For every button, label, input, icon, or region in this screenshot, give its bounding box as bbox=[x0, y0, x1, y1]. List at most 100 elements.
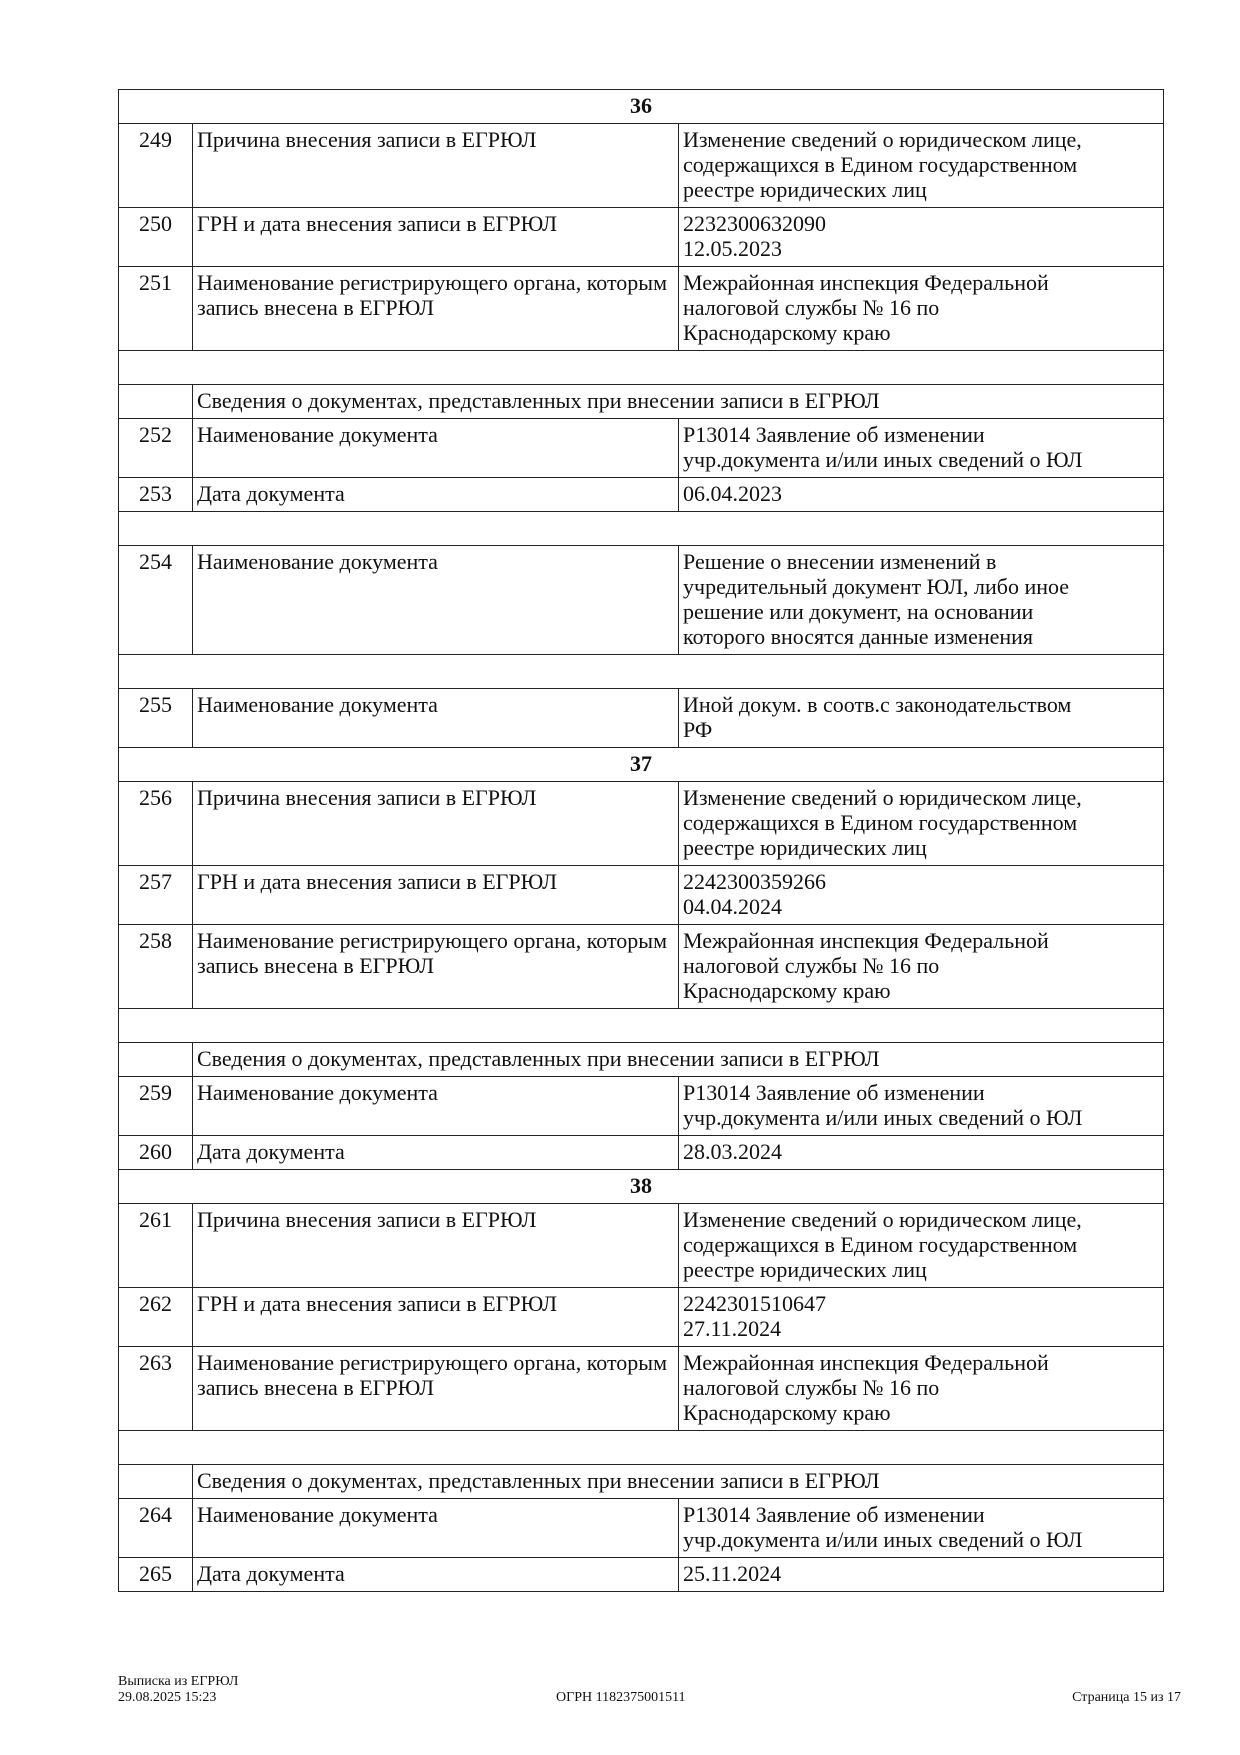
table-row: 249 Причина внесения записи в ЕГРЮЛ Измене… bbox=[118, 123, 1165, 208]
field-value-line: Изменение сведений о юридическом лице, bbox=[683, 1207, 1082, 1232]
row-number: 265 bbox=[118, 1557, 193, 1592]
row-number: 256 bbox=[118, 781, 193, 866]
table-row: 256 Причина внесения записи в ЕГРЮЛ Измене… bbox=[118, 781, 1165, 866]
field-label: Наименование регистрирующего органа, кот… bbox=[192, 924, 679, 1009]
field-label: Наименование документа bbox=[192, 688, 679, 748]
field-value-line: 27.11.2024 bbox=[683, 1316, 782, 1341]
field-value: Изменение сведений о юридическом лице, со… bbox=[677, 1203, 1165, 1288]
field-label: Наименование документа bbox=[192, 418, 679, 478]
empty-row bbox=[117, 1008, 1165, 1043]
empty-row bbox=[117, 350, 1165, 385]
field-value-line: реестре юридических лиц bbox=[683, 1257, 927, 1282]
field-value-line: Краснодарскому краю bbox=[683, 1400, 891, 1425]
table-row: 254 Наименование документа Решение о внесе… bbox=[118, 545, 1165, 655]
field-value-line: Межрайонная инспекция Федеральной bbox=[683, 928, 1049, 953]
field-value: 06.04.2023 bbox=[677, 477, 1165, 512]
group-row: 38 bbox=[117, 1169, 1165, 1204]
table-row: 251 Наименование регистрирующего органа, … bbox=[118, 266, 1165, 351]
section-row: Сведения о документах, представленных пр… bbox=[118, 384, 1165, 419]
table-row: 260 Дата документа 28.03.2024 bbox=[118, 1135, 1165, 1170]
field-value: Межрайонная инспекция Федеральной налогов… bbox=[677, 266, 1165, 351]
empty-separator-cell bbox=[117, 511, 1165, 546]
row-number: 249 bbox=[118, 123, 193, 208]
field-value-line: налоговой службы № 16 по bbox=[683, 295, 940, 320]
row-number: 264 bbox=[118, 1498, 193, 1558]
section-row: Сведения о документах, представленных пр… bbox=[118, 1464, 1165, 1499]
field-value: Р13014 Заявление об изменении учр.докумен… bbox=[677, 418, 1165, 478]
field-label: Причина внесения записи в ЕГРЮЛ bbox=[192, 1203, 679, 1288]
field-value: Решение о внесении изменений в учредитель… bbox=[677, 545, 1165, 655]
row-number: 255 bbox=[118, 688, 193, 748]
field-value: Межрайонная инспекция Федеральной налогов… bbox=[677, 924, 1165, 1009]
table-row: 263 Наименование регистрирующего органа, … bbox=[118, 1346, 1165, 1431]
table-row: 265 Дата документа 25.11.2024 bbox=[118, 1557, 1165, 1592]
field-value-line: налоговой службы № 16 по bbox=[683, 1375, 940, 1400]
field-label: ГРН и дата внесения записи в ЕГРЮЛ bbox=[192, 865, 679, 925]
field-value-line: учр.документа и/или иных сведений о ЮЛ bbox=[683, 447, 1083, 472]
table-row: 255 Наименование документа Иной докум. в с… bbox=[118, 688, 1165, 748]
field-value-line: Иной докум. в соотв.с законодательством bbox=[683, 692, 1072, 717]
field-value-line: Межрайонная инспекция Федеральной bbox=[683, 270, 1049, 295]
section-heading: Сведения о документах, представленных пр… bbox=[191, 1042, 1165, 1077]
table-row: 261 Причина внесения записи в ЕГРЮЛ Измене… bbox=[118, 1203, 1165, 1288]
field-label: Дата документа bbox=[192, 1135, 679, 1170]
empty-row bbox=[117, 1430, 1165, 1465]
field-value-line: Р13014 Заявление об изменении bbox=[683, 422, 985, 447]
empty-row bbox=[117, 511, 1165, 546]
empty-separator-cell bbox=[117, 350, 1165, 385]
row-number: 258 bbox=[118, 924, 193, 1009]
field-value: Изменение сведений о юридическом лице, со… bbox=[677, 123, 1165, 208]
row-number: 253 bbox=[118, 477, 193, 512]
field-label: Дата документа bbox=[192, 1557, 679, 1592]
field-value: 28.03.2024 bbox=[677, 1135, 1165, 1170]
field-value: Р13014 Заявление об изменении учр.докумен… bbox=[677, 1498, 1165, 1558]
field-value: 2232300632090 12.05.2023 bbox=[677, 207, 1165, 267]
field-value-line: 04.04.2024 bbox=[683, 894, 782, 919]
field-value-line: реестре юридических лиц bbox=[683, 177, 927, 202]
field-value-line: Изменение сведений о юридическом лице, bbox=[683, 785, 1082, 810]
empty-separator-cell bbox=[117, 1008, 1165, 1043]
empty-separator-cell bbox=[117, 1430, 1165, 1465]
table-row: 252 Наименование документа Р13014 Заявлени… bbox=[118, 418, 1165, 478]
field-value-line: 25.11.2024 bbox=[683, 1561, 782, 1586]
field-value-line: Решение о внесении изменений в bbox=[683, 549, 997, 574]
row-number: 262 bbox=[118, 1287, 193, 1347]
footer-datetime: 29.08.2025 15:23 bbox=[118, 1690, 217, 1705]
field-value-line: реестре юридических лиц bbox=[683, 835, 927, 860]
field-label: Дата документа bbox=[192, 477, 679, 512]
table-row: 264 Наименование документа Р13014 Заявлени… bbox=[118, 1498, 1165, 1558]
field-value-line: 2232300632090 bbox=[683, 211, 826, 236]
record-group-number: 36 bbox=[117, 89, 1165, 124]
row-number: 260 bbox=[118, 1135, 193, 1170]
section-heading: Сведения о документах, представленных пр… bbox=[191, 384, 1165, 419]
group-row: 37 bbox=[117, 747, 1165, 782]
section-heading: Сведения о документах, представленных пр… bbox=[191, 1464, 1165, 1499]
field-value-line: РФ bbox=[683, 717, 713, 742]
field-value-line: учредительный документ ЮЛ, либо иное bbox=[683, 574, 1070, 599]
row-number: 254 bbox=[118, 545, 193, 655]
row-number: 261 bbox=[118, 1203, 193, 1288]
field-value-line: 2242301510647 bbox=[683, 1291, 826, 1316]
field-value-line: Изменение сведений о юридическом лице, bbox=[683, 127, 1082, 152]
field-value-line: 2242300359266 bbox=[683, 869, 826, 894]
field-value: Изменение сведений о юридическом лице, со… bbox=[677, 781, 1165, 866]
field-label: Наименование документа bbox=[192, 1076, 679, 1136]
section-row: Сведения о документах, представленных пр… bbox=[118, 1042, 1165, 1077]
row-number: 259 bbox=[118, 1076, 193, 1136]
footer-page-number: Страница 15 из 17 bbox=[1072, 1690, 1181, 1705]
field-value: 2242301510647 27.11.2024 bbox=[677, 1287, 1165, 1347]
table-row: 259 Наименование документа Р13014 Заявлени… bbox=[118, 1076, 1165, 1136]
field-value-line: 12.05.2023 bbox=[683, 236, 782, 261]
record-group-number: 38 bbox=[117, 1169, 1165, 1204]
field-value-line: 06.04.2023 bbox=[683, 481, 782, 506]
row-number: 257 bbox=[118, 865, 193, 925]
footer-left: Выписка из ЕГРЮЛ 29.08.2025 15:23 bbox=[118, 1674, 238, 1706]
record-group-number: 37 bbox=[117, 747, 1165, 782]
field-value: 2242300359266 04.04.2024 bbox=[677, 865, 1165, 925]
field-label: ГРН и дата внесения записи в ЕГРЮЛ bbox=[192, 207, 679, 267]
section-number-cell bbox=[118, 384, 193, 419]
row-number: 263 bbox=[118, 1346, 193, 1431]
field-value-line: Краснодарскому краю bbox=[683, 978, 891, 1003]
field-value-line: содержащихся в Едином государственном bbox=[683, 152, 1078, 177]
field-value-line: налоговой службы № 16 по bbox=[683, 953, 940, 978]
